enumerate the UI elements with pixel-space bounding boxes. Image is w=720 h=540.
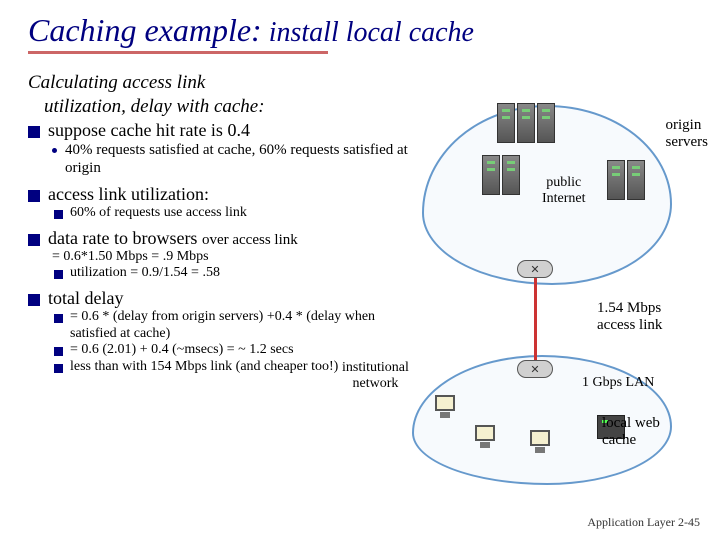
slide-title: Caching example: install local cache (28, 12, 692, 49)
square-bullet-icon (54, 314, 63, 323)
subtitle-line1: Calculating access link (28, 72, 408, 94)
square-bullet-icon (54, 210, 63, 219)
square-bullet-icon (28, 294, 40, 306)
data-rate-pre: data rate to browsers (48, 228, 202, 248)
bullet-text: data rate to browsers over access link (48, 228, 298, 249)
access-link-label: 1.54 Mbps access link (597, 300, 662, 335)
bullet-delay-formula: = 0.6 * (delay from origin servers) +0.4… (54, 309, 408, 343)
bullet-text: suppose cache hit rate is 0.4 (48, 120, 250, 141)
bullet-access-util: access link utilization: (28, 184, 408, 205)
origin-server-icon (627, 160, 645, 200)
square-bullet-icon (54, 270, 63, 279)
square-bullet-icon (28, 234, 40, 246)
local-cache-label: local web cache (602, 415, 660, 450)
bullet-text: total delay (48, 288, 123, 309)
institutional-network-label: institutional network (342, 360, 409, 392)
footer-page: 2-45 (678, 515, 700, 529)
bullet-delay-calc: = 0.6 (2.01) + 0.4 (~msecs) = ~ 1.2 secs (54, 342, 408, 359)
bullet-data-rate: data rate to browsers over access link (28, 228, 408, 249)
square-bullet-icon (28, 126, 40, 138)
title-sub: install local cache (262, 17, 474, 48)
bullet-text: 40% requests satisfied at cache, 60% req… (65, 141, 408, 179)
origin-servers-label: origin servers (666, 117, 708, 152)
bullet-util58: utilization = 0.9/1.54 = .58 (54, 265, 408, 282)
square-bullet-icon (54, 364, 63, 373)
bullet-text: access link utilization: (48, 184, 209, 205)
access-link-line-icon (534, 278, 537, 360)
square-bullet-icon (54, 347, 63, 356)
bullet-60pct: 60% of requests use access link (54, 205, 408, 222)
subtitle-line2: utilization, delay with cache: (28, 96, 408, 118)
client-icon (472, 425, 498, 457)
data-rate-eq: = 0.6*1.50 Mbps = .9 Mbps (52, 249, 408, 265)
network-diagram: origin servers public Internet 1.54 Mbps… (402, 95, 702, 495)
bullet-text: = 0.6 * (delay from origin servers) +0.4… (70, 309, 408, 343)
title-main: Caching example: (28, 12, 262, 48)
lan-label: 1 Gbps LAN (582, 375, 654, 391)
bullet-40pct: 40% requests satisfied at cache, 60% req… (52, 141, 408, 179)
data-rate-suf: over access link (202, 232, 298, 248)
square-bullet-icon (28, 190, 40, 202)
client-icon (432, 395, 458, 427)
origin-server-icon (607, 160, 625, 200)
router-bottom-icon (517, 360, 553, 378)
origin-server-icon (497, 103, 515, 143)
title-underline (28, 51, 328, 54)
content-area: Calculating access link utilization, del… (28, 72, 408, 376)
origin-server-icon (537, 103, 555, 143)
router-top-icon (517, 260, 553, 278)
bullet-total-delay: total delay (28, 288, 408, 309)
bullet-text: utilization = 0.9/1.54 = .58 (70, 265, 220, 282)
origin-server-icon (482, 155, 500, 195)
client-icon (527, 430, 553, 462)
bullet-suppose: suppose cache hit rate is 0.4 (28, 120, 408, 141)
slide-footer: Application Layer 2-45 (587, 515, 700, 530)
origin-server-icon (517, 103, 535, 143)
bullet-text: less than with 154 Mbps link (and cheape… (70, 359, 338, 376)
dot-bullet-icon (52, 148, 57, 153)
bullet-text: = 0.6 (2.01) + 0.4 (~msecs) = ~ 1.2 secs (70, 342, 294, 359)
origin-server-icon (502, 155, 520, 195)
footer-text: Application Layer (587, 515, 675, 529)
public-internet-label: public Internet (542, 175, 586, 207)
bullet-text: 60% of requests use access link (70, 205, 247, 222)
